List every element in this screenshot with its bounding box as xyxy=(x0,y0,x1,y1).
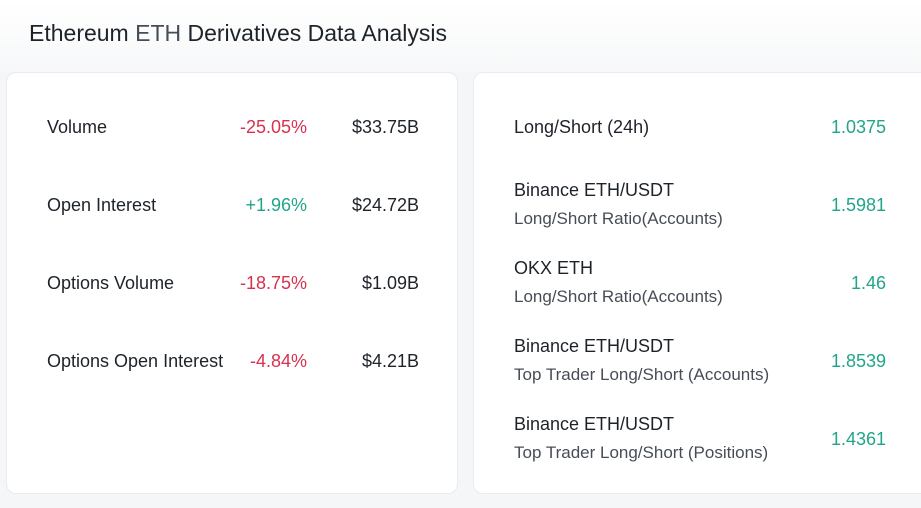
metric-value: $33.75B xyxy=(351,117,419,137)
ratio-row-okx-accounts: OKX ETH Long/Short Ratio(Accounts) 1.46 xyxy=(514,258,886,314)
ratio-label: OKX ETH xyxy=(514,258,594,278)
metric-label: Options Volume xyxy=(47,273,175,293)
metric-value: $1.09B xyxy=(361,273,419,293)
ratio-row-long-short-24h: Long/Short (24h) 1.0375 xyxy=(514,117,886,143)
ratio-sublabel: Long/Short Ratio(Accounts) xyxy=(514,287,723,306)
metric-value: $24.72B xyxy=(351,195,419,215)
metric-change: -18.75% xyxy=(239,273,307,293)
metric-row-volume: Volume -25.05% $33.75B xyxy=(47,114,419,144)
ratio-row-binance-top-trader-accounts: Binance ETH/USDT Top Trader Long/Short (… xyxy=(514,336,886,392)
ratio-value: 1.5981 xyxy=(830,195,886,215)
metric-label: Open Interest xyxy=(47,195,157,215)
ratio-value: 1.8539 xyxy=(830,351,886,371)
ratio-sublabel: Top Trader Long/Short (Accounts) xyxy=(514,365,770,384)
ratio-label: Binance ETH/USDT xyxy=(514,180,675,200)
title-suffix: Derivatives Data Analysis xyxy=(187,20,448,46)
ratio-label: Long/Short (24h) xyxy=(514,117,650,137)
ratio-value: 1.46 xyxy=(850,273,886,293)
ratio-label: Binance ETH/USDT xyxy=(514,414,675,434)
ratio-sublabel: Top Trader Long/Short (Positions) xyxy=(514,443,769,462)
metric-change: -4.84% xyxy=(249,351,307,371)
ratio-row-binance-top-trader-positions: Binance ETH/USDT Top Trader Long/Short (… xyxy=(514,414,886,470)
title-accent: ETH xyxy=(135,20,182,46)
ratio-row-binance-accounts: Binance ETH/USDT Long/Short Ratio(Accoun… xyxy=(514,180,886,236)
metric-label: Options Open Interest xyxy=(47,351,224,371)
ratio-label: Binance ETH/USDT xyxy=(514,336,675,356)
metric-row-open-interest: Open Interest +1.96% $24.72B xyxy=(47,192,419,222)
metric-row-options-volume: Options Volume -18.75% $1.09B xyxy=(47,270,419,300)
metric-row-options-open-interest: Options Open Interest -4.84% $4.21B xyxy=(47,348,419,378)
ratio-value: 1.0375 xyxy=(830,117,886,137)
metric-value: $4.21B xyxy=(361,351,419,371)
ratio-sublabel: Long/Short Ratio(Accounts) xyxy=(514,209,723,228)
market-metrics-card: Volume -25.05% $33.75B Open Interest +1.… xyxy=(6,72,458,494)
long-short-card: Long/Short (24h) 1.0375 Binance ETH/USDT… xyxy=(473,72,921,494)
header-band xyxy=(0,0,921,72)
metric-label: Volume xyxy=(47,117,108,137)
ratio-value: 1.4361 xyxy=(830,429,886,449)
metric-change: +1.96% xyxy=(245,195,307,215)
title-prefix: Ethereum xyxy=(29,20,129,46)
metric-change: -25.05% xyxy=(239,117,307,137)
page-title: Ethereum ETH Derivatives Data Analysis xyxy=(29,20,447,47)
